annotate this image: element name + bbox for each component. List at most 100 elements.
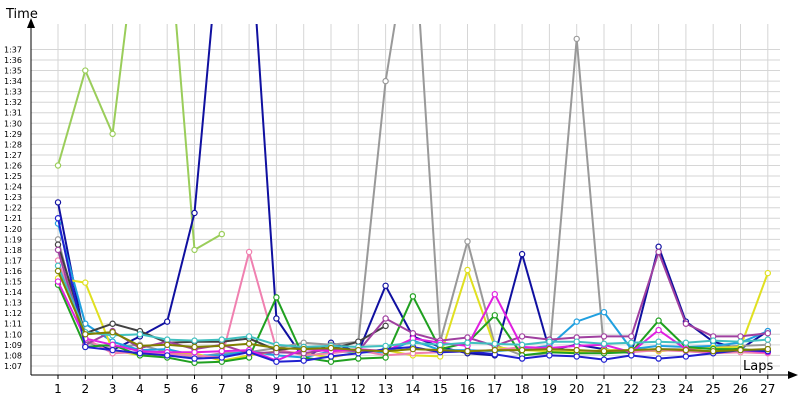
x-axis-arrow (788, 371, 798, 379)
data-point (464, 334, 471, 341)
data-point (600, 356, 608, 363)
x-tick-label: 19 (542, 382, 557, 396)
y-tick-label: 1:36 (4, 56, 22, 65)
data-point (300, 357, 307, 364)
data-point (382, 77, 389, 85)
y-tick-label: 1:37 (4, 45, 22, 54)
x-tick-label: 27 (760, 382, 775, 396)
x-tick-label: 13 (378, 382, 393, 396)
data-point (218, 354, 225, 361)
data-point (109, 328, 116, 336)
data-point (655, 326, 662, 334)
data-point (573, 318, 580, 325)
y-tick-label: 1:10 (4, 330, 22, 339)
data-point (464, 238, 471, 245)
data-point (382, 315, 389, 322)
y-tick-label: 1:28 (4, 140, 22, 149)
data-point (273, 344, 280, 352)
data-point (573, 353, 580, 360)
data-point (464, 266, 471, 274)
data-point (737, 333, 744, 340)
x-tick-label: 4 (136, 382, 144, 396)
y-tick-label: 1:07 (4, 362, 22, 371)
data-point (518, 333, 526, 340)
data-point (655, 243, 662, 250)
x-tick-label: 26 (733, 382, 748, 396)
data-point (245, 333, 253, 340)
data-point (764, 330, 772, 337)
data-point (710, 337, 717, 344)
y-tick-label: 1:27 (4, 151, 22, 160)
y-tick-label: 1:17 (4, 256, 22, 265)
y-tick-label: 1:23 (4, 193, 22, 202)
data-point (109, 320, 116, 327)
x-tick-label: 3 (109, 382, 117, 396)
y-tick-label: 1:25 (4, 172, 22, 181)
x-axis-title: Laps (743, 359, 773, 374)
y-tick-label: 1:19 (4, 235, 22, 244)
x-tick-label: 21 (596, 382, 611, 396)
data-point (491, 291, 498, 298)
series-13 (54, 267, 772, 355)
y-tick-label: 1:20 (4, 225, 22, 234)
data-point (245, 349, 253, 356)
x-tick-label: 12 (351, 382, 366, 396)
data-point (54, 215, 62, 222)
x-tick-label: 14 (405, 382, 420, 396)
y-tick-label: 1:08 (4, 351, 22, 360)
data-point (54, 241, 62, 248)
data-point (628, 333, 635, 340)
data-point (82, 67, 89, 74)
data-point (518, 355, 526, 362)
data-point (437, 341, 444, 349)
data-point (682, 353, 690, 360)
x-tick-label: 16 (460, 382, 475, 396)
data-point (136, 331, 144, 338)
x-tick-label: 15 (433, 382, 448, 396)
data-point (682, 320, 690, 327)
data-point (518, 250, 526, 258)
data-point (409, 345, 417, 353)
y-tick-label: 1:30 (4, 119, 22, 128)
x-tick-label: 1 (54, 382, 62, 396)
data-point (273, 358, 280, 365)
data-point (518, 341, 526, 349)
x-tick-label: 11 (323, 382, 338, 396)
data-point (382, 354, 389, 361)
data-point (600, 308, 608, 316)
data-point (191, 337, 198, 344)
data-point (600, 333, 608, 340)
data-point (163, 336, 171, 343)
y-axis-arrow (27, 18, 35, 28)
data-point (218, 342, 225, 350)
data-point (464, 339, 471, 346)
data-point (163, 341, 171, 349)
x-tick-label: 23 (651, 382, 666, 396)
data-point (109, 341, 116, 349)
data-point (655, 248, 662, 256)
x-tick-label: 6 (191, 382, 199, 396)
data-point (191, 246, 198, 254)
data-point (327, 358, 335, 365)
x-tick-label: 5 (163, 382, 171, 396)
y-axis-title: Time (5, 7, 38, 22)
data-point (491, 346, 498, 354)
data-point (191, 209, 198, 217)
x-tick-label: 7 (218, 382, 226, 396)
data-point (464, 347, 471, 355)
y-tick-label: 1:16 (4, 267, 22, 276)
data-point (191, 349, 198, 356)
data-point (136, 350, 144, 357)
data-point (491, 340, 498, 347)
data-point (764, 269, 772, 277)
data-point (54, 278, 62, 285)
x-tick-label: 8 (245, 382, 253, 396)
data-point (628, 352, 635, 359)
y-tick-label: 1:33 (4, 88, 22, 97)
data-point (82, 331, 89, 338)
data-point (163, 318, 171, 325)
data-point (218, 230, 225, 238)
x-tick-label: 9 (273, 382, 281, 396)
data-point (355, 338, 362, 345)
data-point (218, 347, 225, 355)
